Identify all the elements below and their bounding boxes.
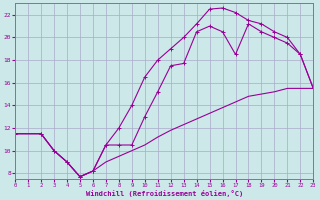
X-axis label: Windchill (Refroidissement éolien,°C): Windchill (Refroidissement éolien,°C) [85, 190, 243, 197]
